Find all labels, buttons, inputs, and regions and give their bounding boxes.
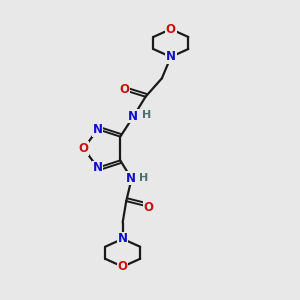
Text: N: N bbox=[93, 161, 103, 174]
Text: N: N bbox=[128, 110, 138, 123]
Text: O: O bbox=[166, 22, 176, 36]
Text: H: H bbox=[140, 172, 149, 183]
Text: O: O bbox=[79, 142, 89, 155]
Text: O: O bbox=[120, 82, 130, 95]
Text: O: O bbox=[143, 201, 154, 214]
Text: N: N bbox=[118, 232, 128, 245]
Text: N: N bbox=[93, 123, 103, 136]
Text: N: N bbox=[126, 172, 136, 185]
Text: H: H bbox=[142, 110, 151, 120]
Text: O: O bbox=[118, 260, 128, 273]
Text: N: N bbox=[166, 50, 176, 63]
